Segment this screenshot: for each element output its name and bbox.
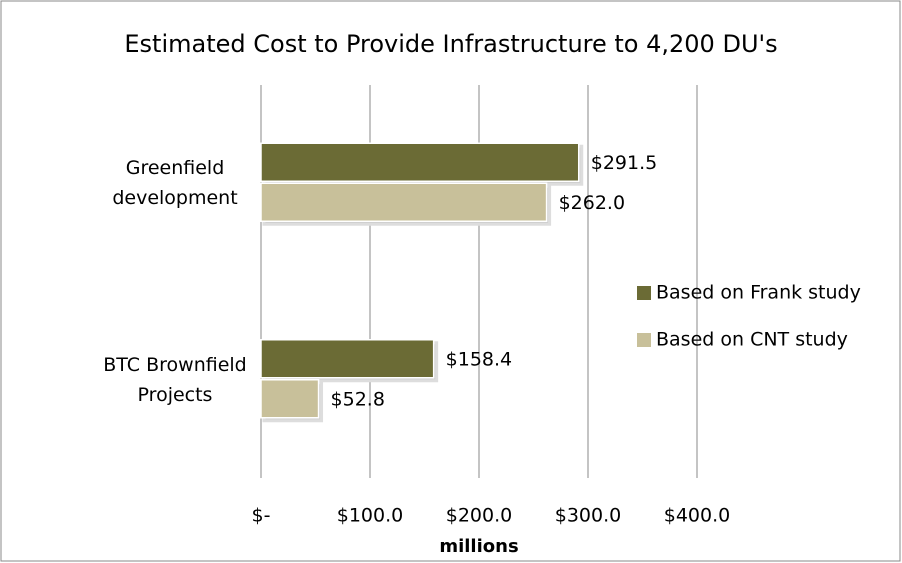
x-tick-label: $200.0 [446, 505, 512, 527]
legend-label: Based on CNT study [656, 329, 848, 351]
legend-label: Based on Frank study [656, 282, 861, 304]
x-tick-label: $- [252, 505, 271, 527]
y-tick-label: Greenfield development [112, 157, 238, 210]
x-tick-label: $100.0 [337, 505, 403, 527]
data-label: $291.5 [591, 152, 657, 174]
data-label: $52.8 [331, 388, 385, 410]
data-label: $158.4 [446, 348, 512, 370]
x-axis-label: millions [439, 536, 518, 557]
legend-swatch [637, 333, 651, 347]
bar [260, 182, 548, 222]
bar [260, 379, 320, 419]
data-label: $262.0 [559, 192, 625, 214]
y-tick-label: BTC Brownfield Projects [103, 353, 247, 406]
bar [260, 142, 580, 182]
legend-swatch [637, 286, 651, 300]
x-tick-label: $300.0 [555, 505, 621, 527]
bar [260, 339, 435, 379]
x-tick-label: $400.0 [664, 505, 730, 527]
chart-title: Estimated Cost to Provide Infrastructure… [124, 30, 777, 58]
